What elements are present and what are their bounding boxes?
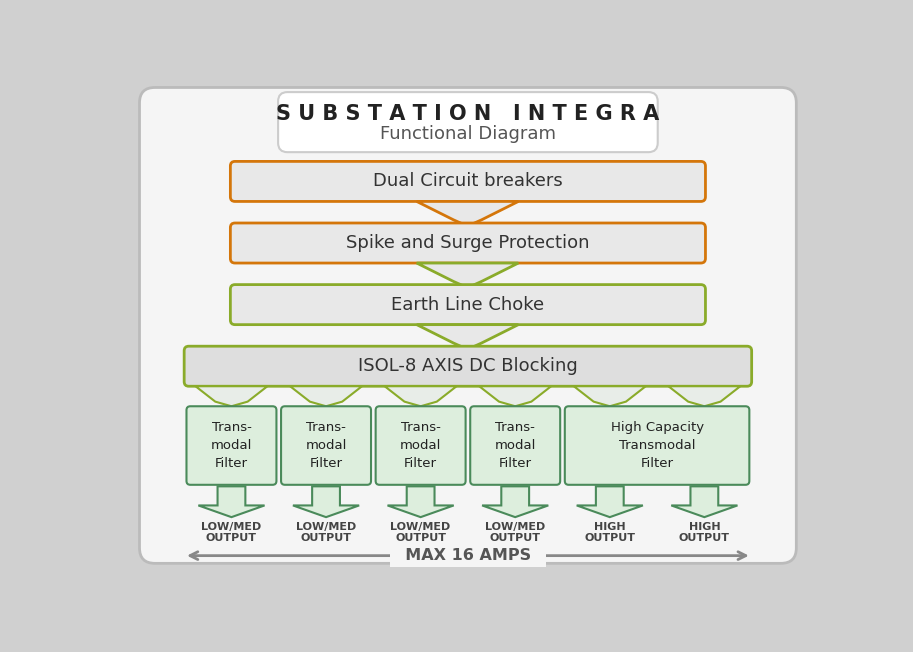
Polygon shape	[290, 386, 362, 406]
Text: S U B S T A T I O N   I N T E G R A: S U B S T A T I O N I N T E G R A	[276, 104, 659, 125]
Polygon shape	[293, 486, 359, 517]
Polygon shape	[416, 325, 519, 349]
FancyBboxPatch shape	[278, 92, 657, 152]
Text: LOW/MED
OUTPUT: LOW/MED OUTPUT	[391, 522, 451, 543]
Text: Trans-
modal
Filter: Trans- modal Filter	[400, 421, 441, 470]
FancyBboxPatch shape	[470, 406, 561, 485]
Polygon shape	[384, 386, 456, 406]
FancyBboxPatch shape	[375, 406, 466, 485]
Text: LOW/MED
OUTPUT: LOW/MED OUTPUT	[485, 522, 545, 543]
Polygon shape	[198, 486, 265, 517]
Text: ISOL-8 AXIS DC Blocking: ISOL-8 AXIS DC Blocking	[358, 357, 577, 375]
Polygon shape	[574, 386, 645, 406]
Polygon shape	[577, 486, 643, 517]
Text: High Capacity
Transmodal
Filter: High Capacity Transmodal Filter	[611, 421, 704, 470]
Text: Earth Line Choke: Earth Line Choke	[391, 295, 544, 314]
FancyBboxPatch shape	[230, 162, 706, 201]
Text: Trans-
modal
Filter: Trans- modal Filter	[305, 421, 347, 470]
FancyBboxPatch shape	[281, 406, 371, 485]
Text: HIGH
OUTPUT: HIGH OUTPUT	[679, 522, 729, 543]
Polygon shape	[195, 386, 268, 406]
Polygon shape	[482, 486, 549, 517]
Polygon shape	[671, 486, 738, 517]
FancyBboxPatch shape	[230, 223, 706, 263]
Polygon shape	[668, 386, 740, 406]
FancyBboxPatch shape	[140, 87, 796, 563]
Text: Trans-
modal
Filter: Trans- modal Filter	[211, 421, 252, 470]
FancyBboxPatch shape	[186, 406, 277, 485]
Text: LOW/MED
OUTPUT: LOW/MED OUTPUT	[296, 522, 356, 543]
Text: MAX 16 AMPS: MAX 16 AMPS	[394, 548, 542, 563]
Text: HIGH
OUTPUT: HIGH OUTPUT	[584, 522, 635, 543]
Text: Dual Circuit breakers: Dual Circuit breakers	[373, 172, 562, 190]
Text: Trans-
modal
Filter: Trans- modal Filter	[495, 421, 536, 470]
FancyBboxPatch shape	[565, 406, 750, 485]
FancyBboxPatch shape	[230, 285, 706, 325]
Text: Spike and Surge Protection: Spike and Surge Protection	[346, 234, 589, 252]
Text: LOW/MED
OUTPUT: LOW/MED OUTPUT	[202, 522, 262, 543]
Polygon shape	[416, 201, 519, 226]
Polygon shape	[387, 486, 454, 517]
Polygon shape	[416, 263, 519, 288]
FancyBboxPatch shape	[184, 346, 751, 386]
Text: Functional Diagram: Functional Diagram	[380, 125, 555, 143]
Polygon shape	[479, 386, 551, 406]
